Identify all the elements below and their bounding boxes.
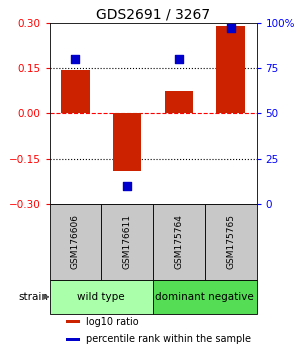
Bar [205,204,256,280]
Bar [61,70,90,113]
Bar [50,204,101,280]
Point [228,25,233,31]
Bar [66,338,80,341]
Point [125,183,130,188]
Title: GDS2691 / 3267: GDS2691 / 3267 [96,8,210,22]
Bar [153,204,205,280]
Text: GSM175764: GSM175764 [174,214,183,269]
Point [176,56,181,62]
Bar [50,280,153,314]
Bar [153,280,256,314]
Text: strain: strain [19,292,49,302]
Bar [113,113,141,171]
Text: dominant negative: dominant negative [155,292,254,302]
Bar [165,91,193,113]
Text: GSM175765: GSM175765 [226,214,235,269]
Text: wild type: wild type [77,292,125,302]
Bar [66,320,80,323]
Text: GSM176611: GSM176611 [123,214,132,269]
Point [73,56,78,62]
Bar [216,26,245,113]
Text: percentile rank within the sample: percentile rank within the sample [86,335,251,344]
Bar [101,204,153,280]
Text: log10 ratio: log10 ratio [86,317,138,327]
Text: GSM176606: GSM176606 [71,214,80,269]
